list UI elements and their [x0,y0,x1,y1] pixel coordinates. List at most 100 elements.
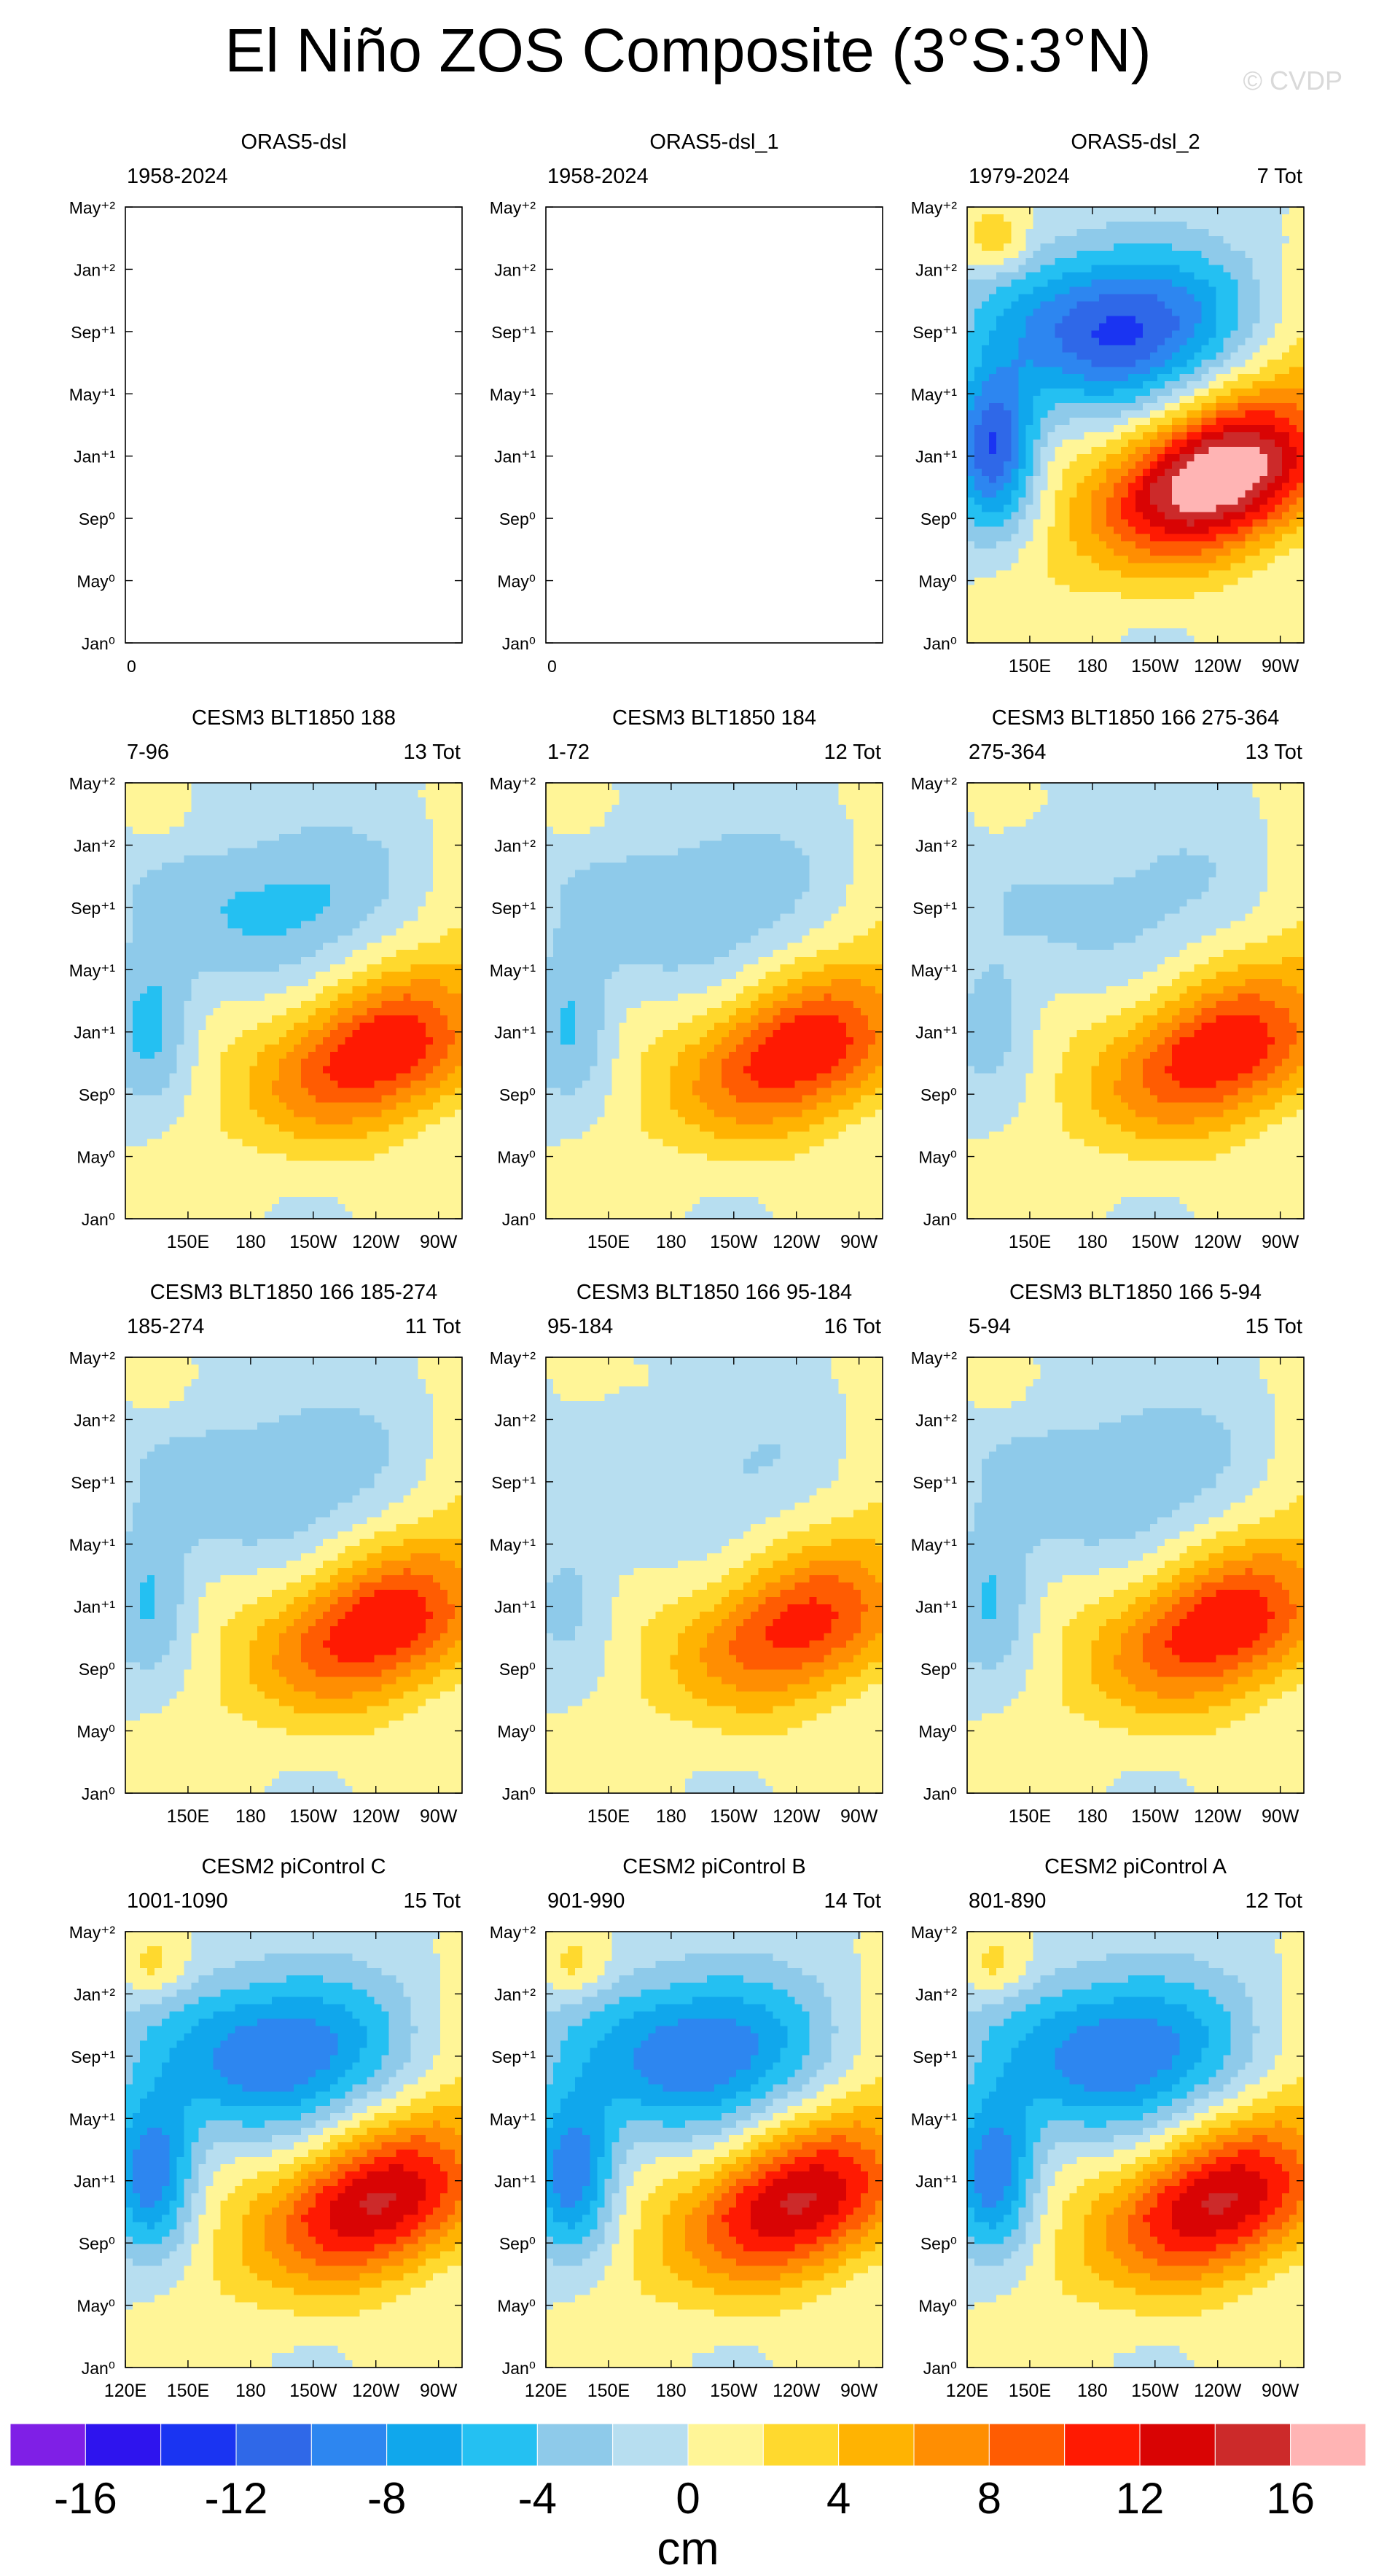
field-cell [1113,316,1122,324]
field-cell [1033,504,1041,513]
field-cell [388,1095,397,1104]
field-cell [388,1044,397,1053]
field-cell [294,783,302,791]
field-cell [220,870,229,878]
field-cell [425,979,434,987]
field-cell [447,811,456,820]
field-cell [1113,294,1122,303]
field-cell [1091,294,1100,303]
field-cell [1076,389,1085,397]
field-cell [1098,468,1107,477]
field-cell [1135,359,1144,367]
field-cell [1069,323,1078,332]
field-cell [1004,446,1012,455]
field-cell [1040,439,1049,448]
field-cell [439,964,448,972]
field-cell [345,891,353,900]
field-cell [1150,512,1158,520]
field-cell [184,1058,192,1067]
field-cell [191,957,200,965]
field-cell [286,848,294,856]
field-cell [1106,548,1114,556]
field-cell [1194,483,1202,491]
field-cell [1165,228,1173,237]
field-cell [345,862,353,871]
field-cell [278,848,287,856]
field-cell [227,935,236,943]
field-cell [323,964,331,972]
field-cell [1179,483,1187,491]
field-cell [227,1015,236,1023]
field-cell [169,1073,177,1082]
field-cell [1004,257,1012,266]
field-cell [206,1102,214,1111]
field-cell [235,921,243,929]
field-cell [1120,497,1129,506]
field-cell [1245,403,1254,411]
field-cell [1274,214,1283,222]
field-cell [1040,453,1049,462]
field-cell [996,592,1004,600]
field-cell [198,1088,207,1096]
field-cell [1098,389,1107,397]
field-cell [439,1058,448,1067]
field-cell [1076,621,1085,629]
field-cell [264,906,273,914]
field-cell [147,848,155,856]
field-cell [227,1073,236,1082]
field-cell [367,1102,375,1111]
field-cell [1179,512,1187,520]
field-cell [1230,490,1239,499]
field-cell [1201,301,1210,310]
field-cell [403,1007,412,1016]
field-cell [1238,614,1246,622]
field-cell [220,1007,229,1016]
field-cell [367,804,375,813]
field-cell [1047,316,1056,324]
field-cell [974,214,982,222]
field-cell [1157,396,1165,404]
field-cell [388,804,397,813]
field-cell [1106,286,1114,295]
field-cell [1143,396,1151,404]
field-cell [1011,592,1019,600]
field-cell [1252,526,1261,535]
field-cell [264,1109,273,1118]
field-cell [301,906,309,914]
field-cell [198,1037,207,1045]
field-cell [447,1095,456,1104]
field-cell [1018,352,1026,360]
field-cell [1296,243,1305,251]
field-cell [454,1102,463,1111]
field-cell [410,972,419,980]
field-cell [425,994,434,1002]
field-cell [1252,367,1261,375]
field-cell [147,870,155,878]
field-cell [1289,359,1297,367]
field-cell [396,1044,404,1053]
field-cell [1238,490,1246,499]
field-cell [1208,359,1217,367]
field-cell [359,833,368,842]
field-cell [1201,475,1210,484]
field-cell [974,475,982,484]
field-cell [1120,294,1129,303]
field-cell [1127,599,1136,607]
field-cell [1281,446,1290,455]
field-cell [396,1088,404,1096]
field-cell [125,957,133,965]
field-cell [432,1080,441,1089]
field-cell [1011,250,1019,259]
field-cell [403,877,412,886]
field-cell [432,1037,441,1045]
field-cell [1004,592,1012,600]
field-cell [1120,526,1129,535]
field-cell [367,972,375,980]
field-cell [1098,548,1107,556]
field-cell [316,942,324,951]
field-cell [1259,301,1268,310]
field-cell [294,935,302,943]
field-cell [1208,403,1217,411]
field-cell [1047,490,1056,499]
field-cell [1289,279,1297,288]
